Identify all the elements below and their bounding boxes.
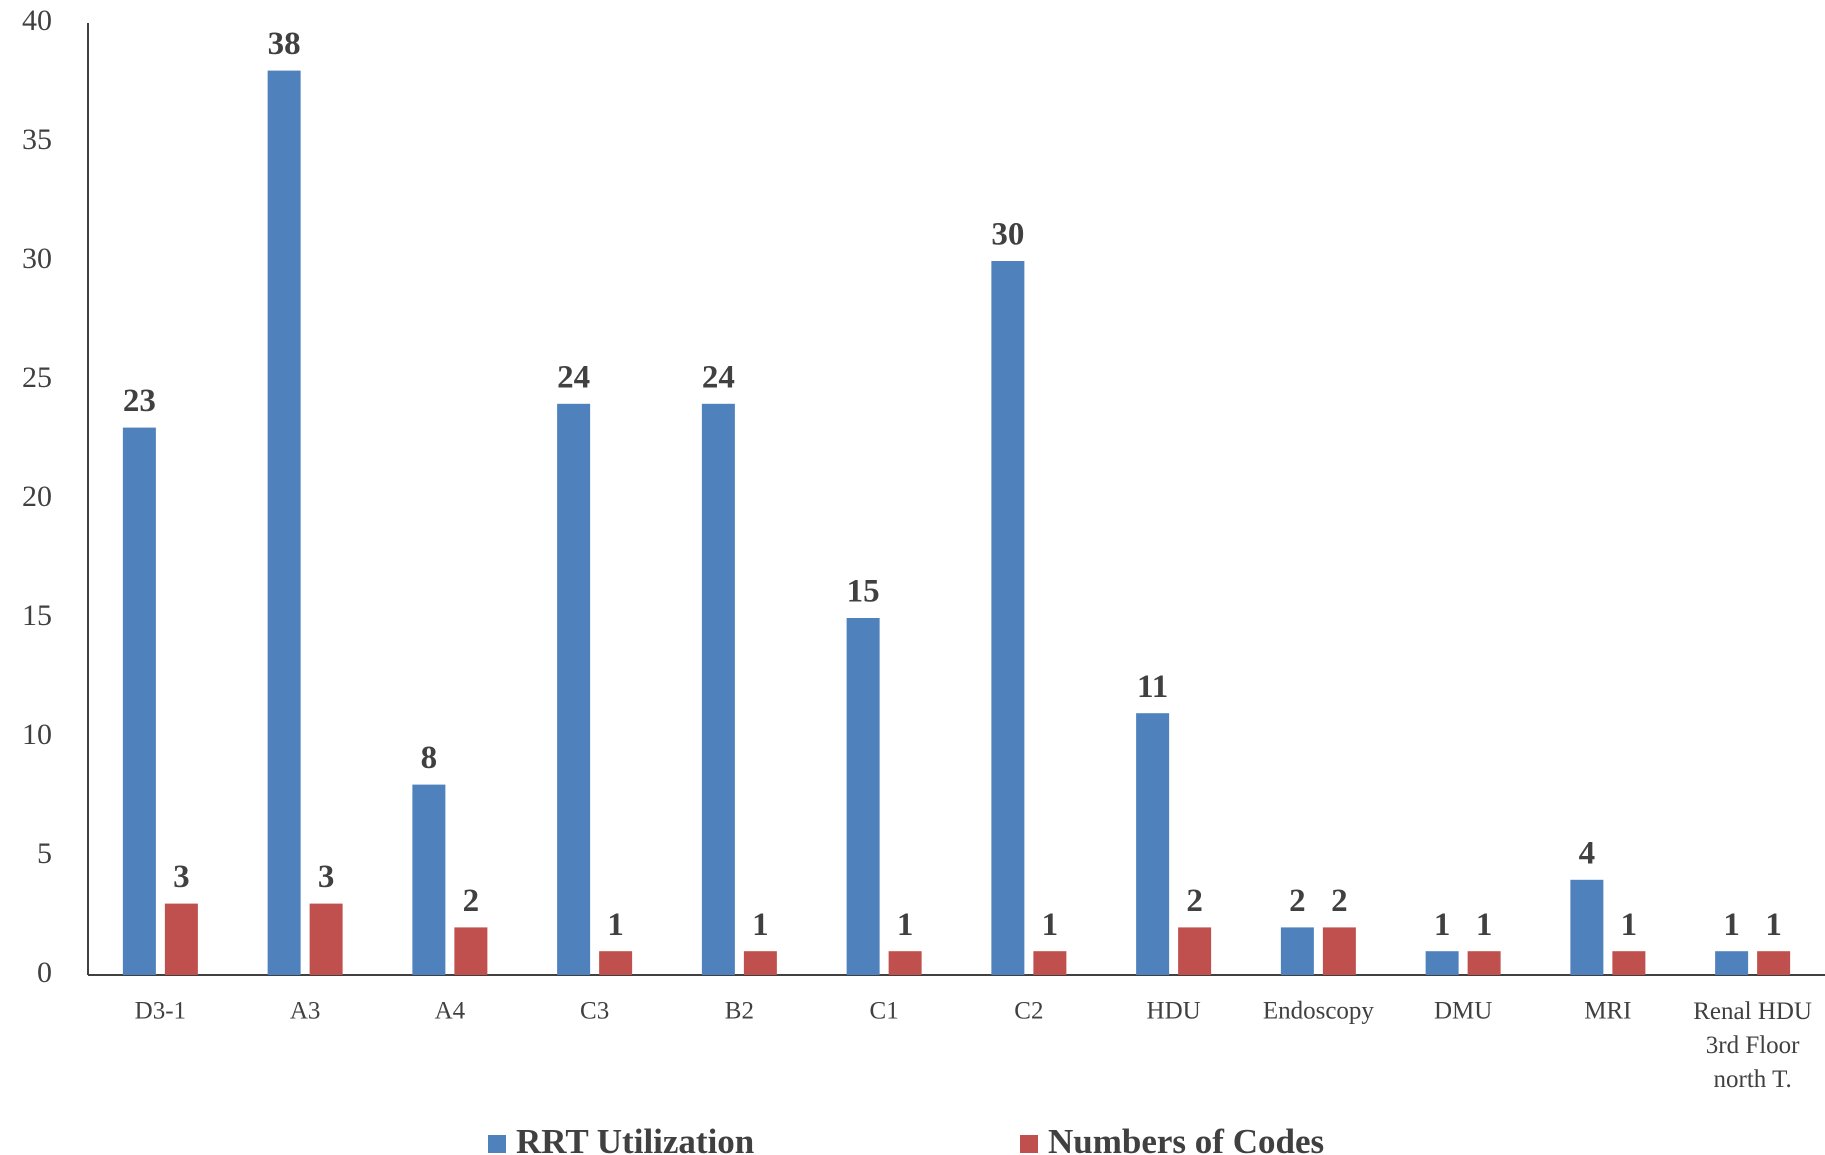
data-label: 1 <box>1476 907 1493 943</box>
bar <box>412 784 446 975</box>
x-tick-label: D3-1 <box>135 998 186 1025</box>
x-tick-label: C1 <box>870 998 899 1025</box>
data-label: 1 <box>1723 907 1740 943</box>
y-tick-label: 40 <box>22 4 52 37</box>
bar <box>1467 951 1501 975</box>
bar <box>1612 951 1646 975</box>
data-label: 23 <box>123 383 156 419</box>
bar <box>1715 951 1749 975</box>
bar <box>1570 879 1604 975</box>
bar <box>1280 927 1314 975</box>
data-label: 30 <box>991 217 1024 253</box>
x-tick-label: A3 <box>290 998 321 1025</box>
bar <box>846 618 880 975</box>
data-label: 1 <box>1042 907 1059 943</box>
x-tick-label: DMU <box>1434 998 1492 1025</box>
bar <box>1757 951 1791 975</box>
y-tick-label: 25 <box>22 361 52 394</box>
bar <box>1178 927 1212 975</box>
bar <box>701 403 735 975</box>
bar <box>991 261 1025 975</box>
data-label: 24 <box>702 359 735 395</box>
data-label: 11 <box>1137 669 1168 705</box>
legend-label: RRT Utilization <box>516 1122 754 1155</box>
data-label: 2 <box>463 883 480 919</box>
legend-label: Numbers of Codes <box>1048 1122 1324 1155</box>
x-tick-label: C2 <box>1014 998 1043 1025</box>
y-tick-label: 30 <box>22 242 52 275</box>
bar <box>888 951 922 975</box>
data-label: 8 <box>421 740 438 776</box>
y-tick-label: 20 <box>22 480 52 513</box>
y-tick-label: 15 <box>22 599 52 632</box>
data-label: 1 <box>1434 907 1451 943</box>
data-label: 4 <box>1579 835 1596 871</box>
y-tick-label: 5 <box>37 837 52 870</box>
data-label: 2 <box>1331 883 1348 919</box>
x-tick-label: C3 <box>580 998 609 1025</box>
data-label: 1 <box>607 907 624 943</box>
bar <box>557 403 591 975</box>
data-label: 24 <box>557 359 590 395</box>
data-label: 38 <box>268 26 301 62</box>
x-tick-label: HDU <box>1147 998 1201 1025</box>
data-label: 3 <box>318 859 335 895</box>
x-tick-label: A4 <box>435 998 466 1025</box>
data-label: 1 <box>752 907 769 943</box>
bar <box>743 951 777 975</box>
data-label: 1 <box>897 907 914 943</box>
bar <box>1033 951 1067 975</box>
bar <box>164 903 198 975</box>
bar <box>599 951 633 975</box>
x-tick-label: Endoscopy <box>1263 998 1375 1025</box>
x-tick-label: Renal HDU 3rd Floor north T. <box>1693 998 1812 1093</box>
bar <box>454 927 488 975</box>
x-tick-label: MRI <box>1584 998 1631 1025</box>
y-tick-label: 35 <box>22 123 52 156</box>
data-label: 1 <box>1621 907 1638 943</box>
bar <box>267 70 301 976</box>
data-label: 15 <box>847 574 880 610</box>
y-tick-label: 10 <box>22 718 52 751</box>
bar <box>1425 951 1459 975</box>
bar <box>309 903 343 975</box>
data-label: 2 <box>1186 883 1203 919</box>
data-label: 1 <box>1765 907 1782 943</box>
y-tick-label: 0 <box>37 956 52 989</box>
legend-swatch <box>488 1135 506 1153</box>
bar <box>122 427 156 976</box>
data-label: 3 <box>173 859 190 895</box>
x-tick-label: B2 <box>725 998 754 1025</box>
bar <box>1322 927 1356 975</box>
data-label: 2 <box>1289 883 1306 919</box>
bar <box>1136 713 1170 975</box>
legend-swatch <box>1020 1135 1038 1153</box>
